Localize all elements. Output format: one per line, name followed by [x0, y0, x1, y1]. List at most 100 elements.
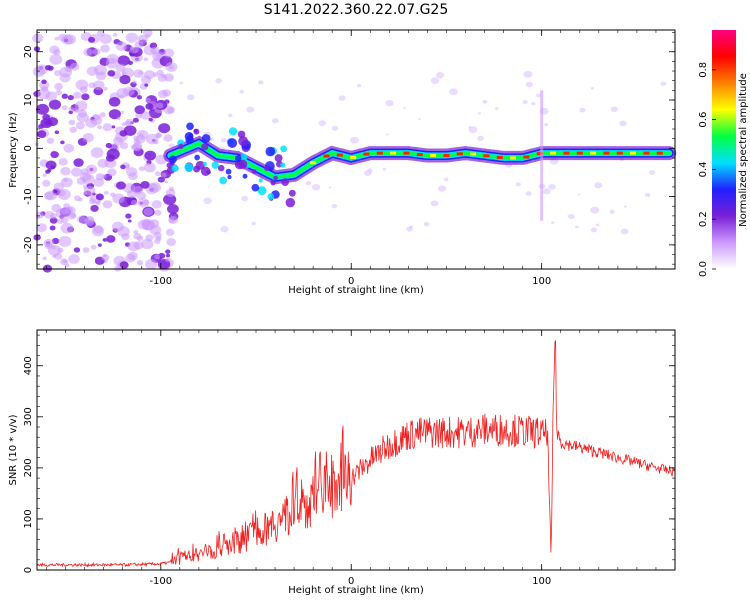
noise-blob: [251, 221, 257, 226]
y-tick-label: 300: [23, 407, 34, 426]
noise-blob: [443, 177, 449, 182]
y-tick-label: 100: [23, 509, 34, 528]
ridge-core: [470, 152, 477, 156]
noise-blob: [119, 74, 131, 85]
noise-blob: [85, 118, 97, 128]
colorbar-ticks: 0.0 0.2 0.4 0.6 0.8: [698, 62, 716, 277]
burst-blob: [201, 134, 211, 143]
ridge-core: [576, 151, 583, 155]
noise-blob: [49, 54, 63, 65]
burst-blob: [273, 175, 278, 181]
noise-blob: [609, 209, 615, 214]
noise-blob: [68, 254, 80, 264]
noise-blob: [548, 183, 556, 190]
noise-blob: [89, 198, 97, 205]
noise-blob: [140, 111, 151, 120]
noise-blob: [594, 182, 603, 189]
noise-blob: [150, 46, 160, 55]
noise-blob: [144, 150, 157, 161]
noise-blob: [153, 139, 159, 145]
noise-blob: [430, 200, 439, 207]
colorbar-label: Normalized spectral amplitude: [738, 73, 749, 227]
noise-blob: [116, 116, 121, 121]
y-tick-label: -20: [23, 237, 34, 253]
noise-blob: [97, 125, 103, 130]
noise-blob: [75, 79, 89, 91]
noise-blob: [92, 48, 101, 55]
noise-blob: [102, 86, 108, 91]
noise-blob: [215, 78, 222, 84]
y-tick-label: 0: [23, 145, 34, 151]
burst-blob: [228, 127, 238, 136]
noise-blob: [54, 70, 62, 77]
noise-blob: [272, 118, 279, 124]
snr-x-axis-label: Height of straight line (km): [288, 585, 424, 596]
ridge-core: [656, 151, 663, 155]
ridge-core: [376, 151, 383, 155]
noise-blob: [61, 105, 68, 111]
burst-blob: [281, 178, 289, 186]
noise-blob: [124, 120, 132, 127]
noise-blob: [36, 64, 49, 75]
noise-blob: [575, 225, 579, 229]
noise-blob: [44, 64, 52, 71]
noise-blob: [141, 238, 154, 250]
burst-blob: [270, 180, 276, 186]
burst-blob: [184, 163, 194, 172]
noise-blob: [112, 136, 124, 146]
noise-blob: [156, 102, 164, 109]
noise-blob: [53, 49, 61, 56]
noise-blob: [448, 88, 458, 96]
ridge-core: [510, 156, 517, 160]
noise-blob: [409, 225, 413, 229]
noise-blob: [660, 81, 667, 87]
noise-blob: [42, 256, 47, 261]
noise-blob: [133, 135, 140, 141]
noise-blob: [153, 231, 162, 239]
noise-blob: [551, 221, 555, 224]
noise-blob: [120, 164, 126, 170]
noise-blob: [50, 151, 59, 159]
burst-blob: [193, 128, 200, 135]
snr-series-line: [36, 340, 676, 568]
burst-blob: [265, 146, 276, 157]
noise-blob: [579, 107, 586, 113]
noise-blob: [102, 123, 113, 132]
colorbar: 0.0 0.2 0.4 0.6 0.8 Normalized spectral ampl…: [698, 30, 749, 277]
noise-blob: [35, 211, 44, 219]
noise-blob: [331, 125, 339, 131]
burst-blob: [280, 162, 286, 168]
noise-blob: [156, 69, 164, 76]
noise-blob: [42, 179, 51, 187]
noise-blob: [482, 99, 488, 104]
noise-blob: [155, 53, 163, 59]
noise-blob: [385, 133, 389, 136]
noise-blob: [97, 243, 102, 247]
noise-blob: [152, 72, 159, 77]
x-tick-label: 100: [532, 276, 551, 287]
burst-blob: [194, 154, 200, 161]
noise-blob: [430, 77, 440, 84]
noise-blob: [158, 123, 171, 134]
noise-blob: [60, 140, 65, 145]
noise-blob: [60, 222, 74, 234]
noise-blob: [116, 181, 126, 190]
ridge-core: [323, 154, 330, 158]
colorbar-tick: 0.2: [698, 211, 716, 227]
noise-blob: [84, 217, 95, 226]
colorbar-tick-label: 0.6: [698, 112, 709, 128]
noise-blob: [82, 132, 94, 143]
noise-blob: [143, 207, 153, 216]
noise-blob: [494, 107, 499, 110]
noise-blob: [125, 32, 138, 43]
burst-blob: [288, 189, 296, 197]
noise-blob: [119, 261, 129, 269]
noise-blob: [61, 34, 74, 45]
burst-blob: [240, 153, 248, 161]
noise-blob: [367, 168, 373, 173]
noise-blob: [43, 191, 54, 200]
noise-blob: [70, 167, 82, 177]
burst-blob: [234, 159, 245, 170]
noise-blob: [536, 93, 541, 98]
